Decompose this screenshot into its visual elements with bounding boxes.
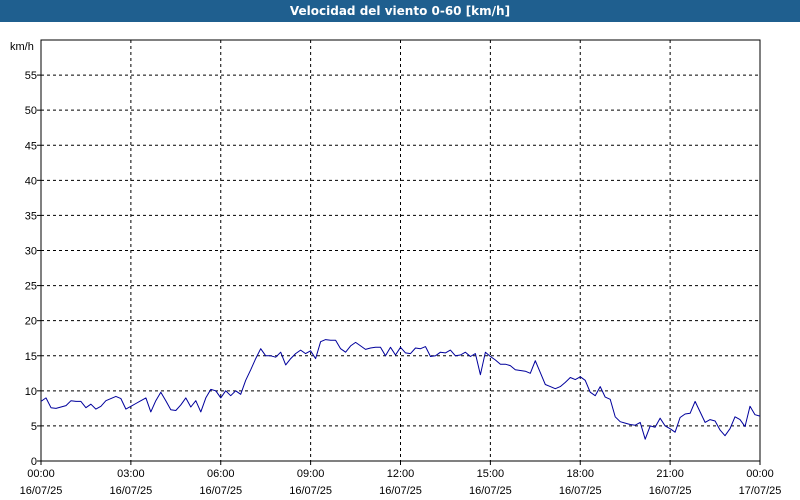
x-tick-date-label: 17/07/25 <box>739 485 782 497</box>
y-tick-label: 55 <box>25 70 37 82</box>
y-tick-label: 30 <box>25 246 37 258</box>
y-axis-unit-label: km/h <box>10 41 34 53</box>
x-tick-time-label: 21:00 <box>656 468 684 480</box>
x-tick-date-label: 16/07/25 <box>20 485 63 497</box>
y-tick-label: 50 <box>25 105 37 117</box>
y-tick-label: 20 <box>25 316 37 328</box>
x-tick-time-label: 00:00 <box>27 468 55 480</box>
y-tick-label: 5 <box>31 421 37 433</box>
y-tick-label: 35 <box>25 210 37 222</box>
chart-title: Velocidad del viento 0-60 [km/h] <box>0 0 800 22</box>
x-tick-date-label: 16/07/25 <box>109 485 152 497</box>
y-tick-label: 40 <box>25 175 37 187</box>
plot-area-frame <box>40 39 761 462</box>
x-tick-time-label: 06:00 <box>207 468 235 480</box>
x-tick-time-label: 00:00 <box>746 468 774 480</box>
y-tick-label: 25 <box>25 281 37 293</box>
x-tick-date-label: 16/07/25 <box>379 485 422 497</box>
y-tick-label: 15 <box>25 351 37 363</box>
x-tick-date-label: 16/07/25 <box>559 485 602 497</box>
x-tick-time-label: 18:00 <box>566 468 594 480</box>
x-tick-time-label: 15:00 <box>477 468 505 480</box>
y-tick-label: 0 <box>31 456 37 468</box>
x-tick-time-label: 03:00 <box>117 468 145 480</box>
x-tick-date-label: 16/07/25 <box>199 485 242 497</box>
x-tick-date-label: 16/07/25 <box>649 485 692 497</box>
wind-speed-series-line <box>40 339 761 440</box>
x-tick-date-label: 16/07/25 <box>289 485 332 497</box>
x-tick-time-label: 09:00 <box>297 468 325 480</box>
x-tick-date-label: 16/07/25 <box>469 485 512 497</box>
y-tick-label: 45 <box>25 140 37 152</box>
y-tick-label: 10 <box>25 386 37 398</box>
x-tick-time-label: 12:00 <box>387 468 415 480</box>
